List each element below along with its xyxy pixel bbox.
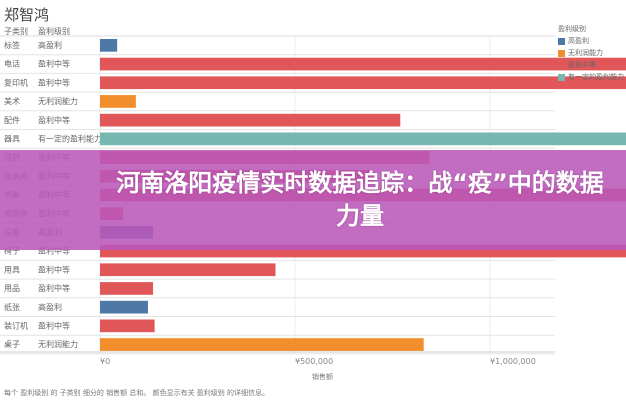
legend-label: 无利润能力 <box>568 49 603 57</box>
row-subcategory: 电话 <box>4 59 20 69</box>
row-subcategory: 纸张 <box>4 302 20 312</box>
column-header-profit: 盈利级别 <box>38 27 70 36</box>
row-subcategory: 美术 <box>4 96 20 106</box>
row-subcategory: 装订机 <box>4 321 28 331</box>
row-profit-level: 无利润能力 <box>38 339 78 349</box>
legend-label: 盈利中等 <box>568 61 596 69</box>
x-tick-label: ¥1,000,000 <box>490 357 536 366</box>
row-subcategory: 用品 <box>4 284 20 293</box>
row-profit-level: 盈利中等 <box>38 264 70 274</box>
bar[interactable] <box>100 282 154 295</box>
column-header-subcategory: 子类别 <box>4 27 28 36</box>
row-subcategory: 桌子 <box>4 339 20 349</box>
bar[interactable] <box>100 76 626 90</box>
row-profit-level: 高盈利 <box>38 302 62 312</box>
row-profit-level: 盈利中等 <box>38 246 70 256</box>
legend-swatch <box>558 61 565 69</box>
bar[interactable] <box>100 113 401 127</box>
caption-note: 每个 盈利级别 的 子类别 细分的 销售额 总和。 颜色显示有关 盈利级别 的详… <box>4 389 270 397</box>
row-subcategory: 复印机 <box>4 77 28 87</box>
legend-label: 有一定的盈利能力 <box>568 73 624 81</box>
row-subcategory: 配件 <box>4 115 20 125</box>
bar[interactable] <box>100 263 276 277</box>
legend-item: 有一定的盈利能力 <box>558 72 624 82</box>
legend-item: 盈利中等 <box>558 60 624 70</box>
legend-swatch <box>558 73 565 81</box>
bar[interactable] <box>100 300 148 314</box>
row-profit-level: 盈利中等 <box>38 59 70 69</box>
row-profit-level: 有一定的盈利能力 <box>38 134 102 144</box>
banner-headline: 河南洛阳疫情实时数据追踪：战“疫”中的数据力量 <box>116 169 604 230</box>
legend-swatch <box>558 49 565 57</box>
legend-title: 盈利级别 <box>558 25 586 33</box>
bar[interactable] <box>100 338 424 351</box>
row-profit-level: 盈利中等 <box>38 321 70 331</box>
legend-item: 高盈利 <box>558 36 624 46</box>
legend-swatch <box>558 37 565 45</box>
row-profit-level: 盈利中等 <box>38 283 70 293</box>
bar[interactable] <box>100 132 626 146</box>
row-subcategory: 器具 <box>4 135 20 144</box>
bar[interactable] <box>100 319 155 333</box>
row-profit-level: 盈利中等 <box>38 77 70 87</box>
bar[interactable] <box>100 57 626 71</box>
dashboard-title: 郑智鸿 <box>4 6 50 24</box>
row-profit-level: 无利润能力 <box>38 96 78 106</box>
x-tick-label: ¥500,000 <box>295 357 333 366</box>
row-subcategory: 标签 <box>4 40 20 50</box>
legend: 盈利级别 高盈利无利润能力盈利中等有一定的盈利能力 <box>558 24 624 82</box>
row-subcategory: 椅子 <box>4 246 20 256</box>
x-tick-label: ¥0 <box>100 357 110 366</box>
bar[interactable] <box>100 39 118 52</box>
x-axis-title: 销售额 <box>312 373 333 381</box>
legend-item: 无利润能力 <box>558 48 624 58</box>
legend-label: 高盈利 <box>568 37 589 45</box>
row-subcategory: 用具 <box>4 265 20 274</box>
row-profit-level: 盈利中等 <box>38 115 70 125</box>
banner-overlay: 河南洛阳疫情实时数据追踪：战“疫”中的数据力量 <box>0 150 626 250</box>
bar[interactable] <box>100 95 136 108</box>
row-profit-level: 高盈利 <box>38 40 62 50</box>
